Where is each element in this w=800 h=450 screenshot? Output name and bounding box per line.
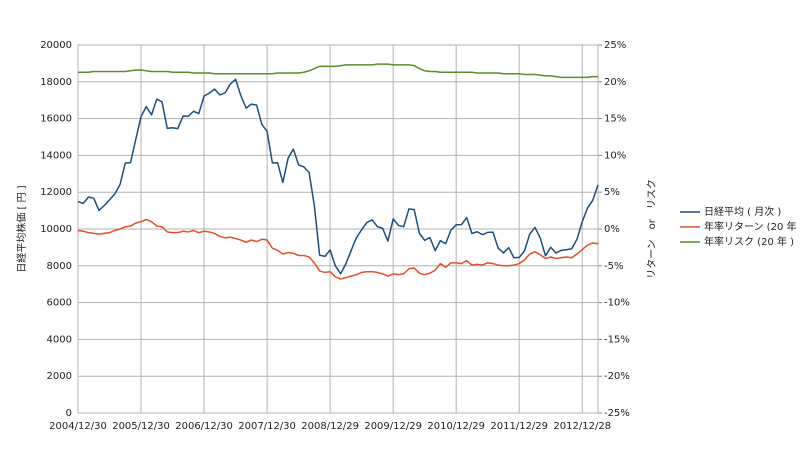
x-tick-label: 2007/12/30 — [238, 421, 296, 432]
y-tick-label: 16000 — [40, 114, 72, 125]
y-axis-title: 日経平均株価 [ 円 ] — [15, 185, 28, 272]
y-tick-label: 0 — [66, 408, 72, 419]
x-tick-label: 2010/12/29 — [427, 421, 485, 432]
y-tick-label: 18000 — [40, 77, 72, 88]
y2-tick-label: 5% — [604, 187, 620, 198]
y2-tick-label: 10% — [604, 150, 626, 161]
y-tick-label: 4000 — [47, 334, 72, 345]
y-tick-label: 20000 — [40, 40, 72, 51]
y2-tick-label: -25% — [604, 408, 630, 419]
y2-tick-label: -10% — [604, 298, 630, 309]
y-tick-label: 12000 — [40, 187, 72, 198]
x-tick-label: 2012/12/28 — [553, 421, 611, 432]
y2-tick-label: 25% — [604, 40, 626, 51]
y-tick-label: 8000 — [47, 261, 72, 272]
y2-axis-title: リターン or リスク — [646, 179, 658, 279]
x-tick-label: 2009/12/29 — [364, 421, 422, 432]
y2-tick-label: -20% — [604, 371, 630, 382]
y-tick-label: 2000 — [47, 371, 72, 382]
y2-tick-label: -5% — [604, 261, 623, 272]
legend-label: 日経平均 ( 月次 ) — [704, 205, 781, 218]
series-line — [77, 218, 599, 280]
y-tick-label: 6000 — [47, 298, 72, 309]
x-tick-label: 2006/12/30 — [175, 421, 233, 432]
plot-frame — [77, 44, 599, 414]
x-tick-label: 2005/12/30 — [112, 421, 170, 432]
y-tick-label: 10000 — [40, 224, 72, 235]
y2-tick-label: -15% — [604, 334, 630, 345]
x-tick-label: 2004/12/30 — [49, 421, 107, 432]
y2-tick-label: 15% — [604, 114, 626, 125]
y2-tick-label: 0% — [604, 224, 620, 235]
series-line — [78, 63, 598, 79]
x-tick-label: 2008/12/29 — [301, 421, 359, 432]
y-tick-label: 14000 — [40, 150, 72, 161]
x-tick-label: 2011/12/29 — [490, 421, 548, 432]
legend-label: 年率リスク (20 年 ) — [704, 235, 794, 248]
y2-tick-label: 20% — [604, 77, 626, 88]
series-line — [77, 78, 599, 275]
legend-label: 年率リターン (20 年 ) — [704, 220, 800, 233]
